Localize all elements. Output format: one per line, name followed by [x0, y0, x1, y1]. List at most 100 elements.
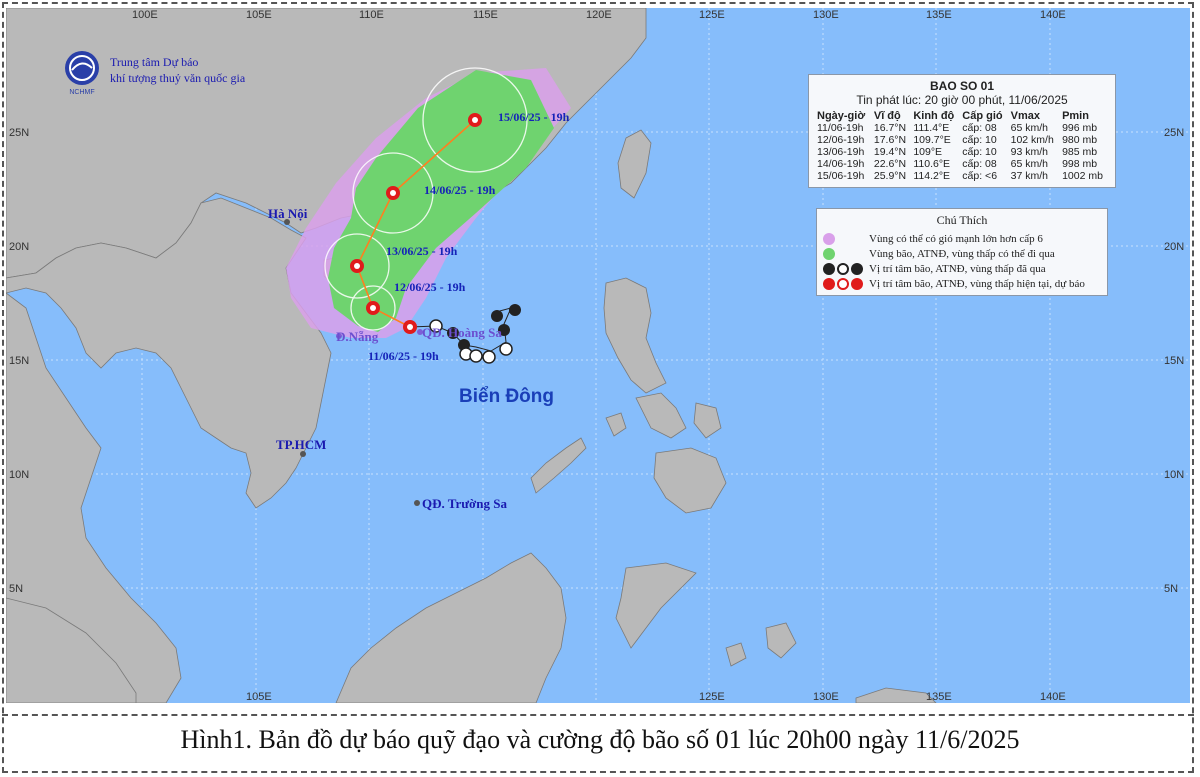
place-paracel: QĐ. Hoàng Sa: [422, 325, 502, 340]
table-header-row: Ngày-giờ Vĩ độ Kinh độ Cấp gió Vmax Pmin: [815, 110, 1109, 122]
legend-item: Vị trí tâm bão, ATNĐ, vùng thấp đã qua: [823, 261, 1101, 276]
lon-tick: 130E: [813, 691, 839, 703]
hanoi-marker: [284, 219, 290, 225]
lon-tick: 120E: [586, 9, 612, 21]
table-cell: cấp: 08: [962, 122, 997, 134]
green-swatch-icon: [823, 247, 835, 260]
column-header: Vĩ độ: [873, 110, 901, 122]
table-cell: 109°E: [913, 146, 943, 158]
lat-tick: 5N: [9, 583, 23, 595]
table-cell: 17.6°N: [873, 134, 907, 146]
lon-tick: 140E: [1040, 9, 1066, 21]
table-cell: 65 km/h: [1010, 158, 1048, 170]
table-cell: 111.4°E: [913, 122, 950, 134]
table-cell: 37 km/h: [1010, 170, 1048, 182]
agency-logo: NCHMF: [65, 51, 99, 96]
table-cell: 93 km/h: [1010, 146, 1048, 158]
lon-tick: 115E: [473, 9, 498, 21]
table-cell: 25.9°N: [873, 170, 907, 182]
past-positions: [429, 304, 521, 364]
lon-tick: 140E: [1040, 691, 1066, 703]
legend-label: Vùng có thể có gió mạnh lớn hơn cấp 6: [869, 232, 1043, 245]
track-label-11: 11/06/25 - 19h: [368, 349, 439, 363]
issue-time: Tin phát lúc: 20 giờ 00 phút, 11/06/2025: [856, 93, 1068, 107]
storm-title: BAO SO 01: [929, 79, 995, 93]
lon-tick: 135E: [926, 691, 952, 703]
table-cell: cấp: <6: [962, 170, 998, 182]
lat-tick: 20N: [9, 241, 29, 253]
column-header: Cấp gió: [962, 110, 1003, 122]
column-header: Ngày-giờ: [817, 110, 866, 122]
storm-info-panel: BAO SO 01 Tin phát lúc: 20 giờ 00 phút, …: [808, 74, 1116, 188]
table-row: 12/06-19h 17.6°N 109.7°E cấp: 10 102 km/h 980…: [815, 134, 1109, 146]
past-position: [469, 349, 483, 363]
lat-tick: 10N: [9, 469, 29, 481]
lat-tick: 25N: [1164, 127, 1184, 139]
lon-tick: 135E: [926, 9, 952, 21]
lon-ticks-bottom: 105E 125E 130E 135E 140E: [246, 691, 1066, 703]
table-row: 15/06-19h 25.9°N 114.2°E cấp: <6 37 km/h 1002…: [815, 170, 1109, 182]
table-cell: cấp: 10: [962, 146, 997, 158]
uncertainty-circles: [324, 67, 528, 331]
lon-tick: 110E: [359, 9, 384, 21]
table-cell: 1002 mb: [1062, 170, 1103, 182]
paracel-marker: [417, 329, 423, 335]
place-danang: Đ.Nẵng: [336, 329, 379, 344]
table-cell: 985 mb: [1062, 146, 1098, 158]
lat-tick: 15N: [9, 355, 29, 367]
past-position: [509, 304, 521, 316]
lat-tick: 10N: [1164, 469, 1184, 481]
past-position: [482, 350, 496, 364]
table-cell: 102 km/h: [1010, 134, 1054, 146]
place-spratly: QĐ. Trường Sa: [422, 496, 507, 511]
forecast-storm-icon: [823, 277, 835, 290]
forecast-depression-icon: [837, 277, 849, 290]
lat-tick: 5N: [1164, 583, 1178, 595]
table-cell: 13/06-19h: [817, 146, 865, 158]
table-cell: cấp: 10: [962, 134, 997, 146]
past-position: [447, 327, 459, 339]
past-depression-icon: [837, 262, 849, 275]
legend-item: Vùng có thể có gió mạnh lớn hơn cấp 6: [823, 231, 1101, 246]
agency-line-1: Trung tâm Dự báo: [110, 55, 199, 69]
track-label-15: 15/06/25 - 19h: [498, 110, 570, 124]
legend-item: Vị trí tâm bão, ATNĐ, vùng thấp hiện tại…: [823, 276, 1101, 291]
lon-tick: 125E: [699, 691, 725, 703]
column-header: Pmin: [1062, 110, 1089, 122]
sea-label: Biển Đông: [459, 386, 554, 407]
storm-info-table: Ngày-giờ Vĩ độ Kinh độ Cấp gió Vmax Pmin…: [815, 110, 1109, 182]
figure-caption: Hình1. Bản đồ dự báo quỹ đạo và cường độ…: [180, 725, 1020, 754]
lat-ticks-left: 25N 20N 15N 10N 5N: [9, 127, 29, 595]
caption-divider: [2, 714, 1194, 716]
past-position: [498, 324, 510, 336]
track-label-13: 13/06/25 - 19h: [386, 244, 458, 258]
lon-tick: 130E: [813, 9, 839, 21]
past-low-icon: [851, 262, 863, 275]
map-canvas: Hà Nội Đ.Nẵng QĐ. Hoàng Sa TP.HCM QĐ. Tr…: [6, 8, 1190, 703]
legend-title: Chú Thích: [936, 213, 988, 227]
past-track-line: [409, 307, 512, 352]
column-header: Vmax: [1010, 110, 1040, 122]
table-cell: 15/06-19h: [817, 170, 865, 182]
lon-tick: 100E: [132, 9, 158, 21]
agency-line-2: khí tượng thuỷ văn quốc gia: [110, 71, 246, 85]
purple-swatch-icon: [823, 232, 835, 245]
spratly-marker: [414, 500, 420, 506]
table-row: 11/06-19h 16.7°N 111.4°E cấp: 08 65 km/h 996 …: [815, 122, 1109, 134]
lon-ticks-top: 100E 105E 110E 115E 120E 125E 130E 135E …: [132, 9, 1066, 21]
lon-tick: 105E: [246, 691, 272, 703]
lat-ticks-right: 25N 20N 15N 10N 5N: [1164, 127, 1184, 595]
legend-panel: Chú Thích Vùng có thể có gió mạnh lớn hơ…: [816, 208, 1108, 296]
place-hcm: TP.HCM: [276, 437, 326, 452]
past-storm-icon: [823, 262, 835, 275]
track-label-14: 14/06/25 - 19h: [424, 183, 496, 197]
lon-tick: 105E: [246, 9, 272, 21]
hcm-marker: [300, 451, 306, 457]
legend-label: Vị trí tâm bão, ATNĐ, vùng thấp hiện tại…: [869, 277, 1085, 290]
storm-info-rows: 11/06-19h 16.7°N 111.4°E cấp: 08 65 km/h 996 …: [815, 122, 1109, 182]
table-row: 13/06-19h 19.4°N 109°E cấp: 10 93 km/h 985 mb: [815, 146, 1109, 158]
danang-marker: [336, 333, 342, 339]
table-cell: 16.7°N: [873, 122, 907, 134]
column-header: Kinh độ: [913, 110, 955, 122]
